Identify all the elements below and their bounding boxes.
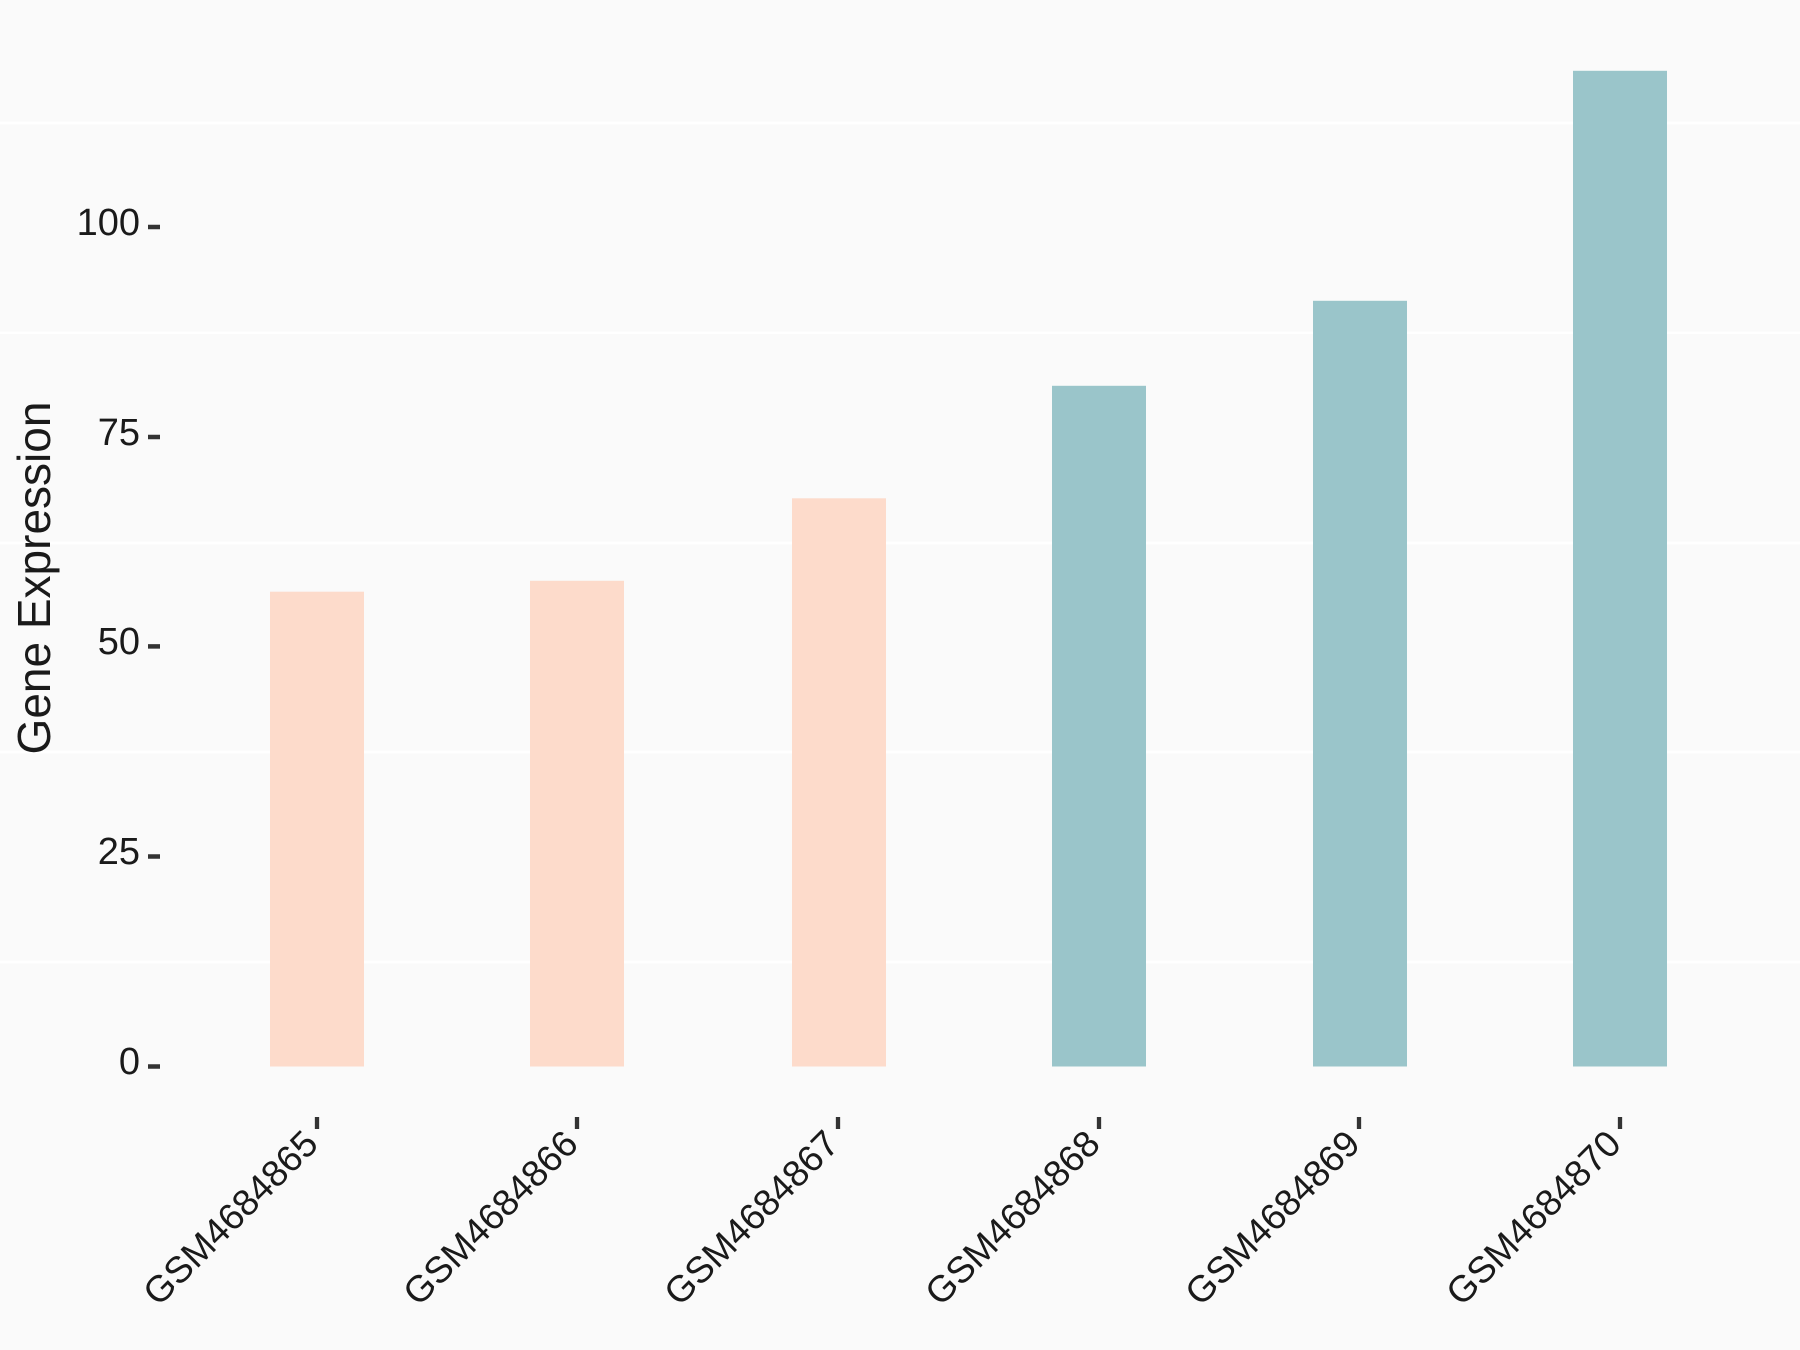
svg-text:50: 50	[98, 621, 140, 663]
svg-text:25: 25	[98, 831, 140, 873]
svg-text:Gene Expression: Gene Expression	[8, 402, 60, 755]
svg-text:75: 75	[98, 412, 140, 454]
svg-text:100: 100	[77, 202, 140, 244]
svg-text:0: 0	[119, 1041, 140, 1083]
